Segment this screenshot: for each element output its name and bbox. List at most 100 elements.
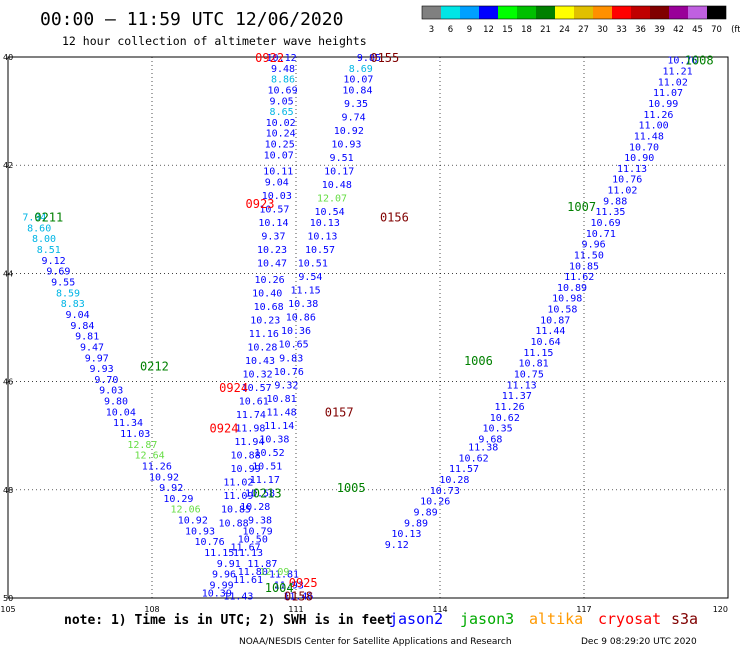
swh-point: 10.61 xyxy=(239,397,269,408)
swh-point: 12.07 xyxy=(317,194,347,205)
swh-point: 10.25 xyxy=(265,140,295,151)
swh-point: 11.44 xyxy=(535,326,565,337)
swh-point: 9.70 xyxy=(94,375,118,386)
swh-point: 10.51 xyxy=(298,259,328,270)
colorbar-label: 3 xyxy=(429,25,434,35)
pass-time-label: 0155 xyxy=(370,51,399,65)
pass-time-label: 0924 xyxy=(219,381,248,395)
swh-point: 9.47 xyxy=(80,342,104,353)
pass-time-label: 0158 xyxy=(284,589,313,603)
swh-point: 10.57 xyxy=(259,204,289,215)
swh-point: 11.98 xyxy=(235,424,265,435)
swh-point: 8.83 xyxy=(61,299,85,310)
swh-point: 10.76 xyxy=(612,175,642,186)
swh-point: 9.93 xyxy=(90,364,114,375)
x-tick-label: 120 xyxy=(713,605,728,614)
swh-point: 11.37 xyxy=(502,391,532,402)
swh-point: 11.38 xyxy=(468,443,498,454)
swh-point: 11.67 xyxy=(231,543,261,554)
swh-point: 11.16 xyxy=(249,329,279,340)
swh-point: 11.46 xyxy=(283,591,313,602)
x-tick-label: 105 xyxy=(0,605,15,614)
swh-point: 10.28 xyxy=(439,475,469,486)
pass-time-label: 0211 xyxy=(34,211,63,225)
swh-point: 9.91 xyxy=(217,559,241,570)
swh-point: 8.59 xyxy=(56,288,80,299)
swh-point: 9.12 xyxy=(385,540,409,551)
swh-point: 11.15 xyxy=(291,286,321,297)
pass-time-label: 0924 xyxy=(210,422,239,436)
swh-point: 11.87 xyxy=(247,559,277,570)
swh-point: 11.07 xyxy=(653,88,683,99)
colorbar-swatch xyxy=(536,6,555,19)
swh-point: 11.15 xyxy=(523,348,553,359)
colorbar-swatch xyxy=(574,6,593,19)
swh-point: 10.92 xyxy=(178,516,208,527)
swh-point: 10.58 xyxy=(245,489,275,500)
swh-point: 9.81 xyxy=(75,332,99,343)
colorbar-swatch xyxy=(650,6,669,19)
colorbar-swatch xyxy=(707,6,726,19)
pass-time-label: 0923 xyxy=(246,197,275,211)
swh-point: 9.12 xyxy=(42,256,66,267)
y-tick-label: 40 xyxy=(3,53,13,62)
swh-point: 11.13 xyxy=(507,380,537,391)
swh-point: 10.26 xyxy=(420,497,450,508)
swh-point: 11.13 xyxy=(233,548,263,559)
swh-point: 10.99 xyxy=(648,99,678,110)
grid xyxy=(8,57,728,598)
colorbar-label: 45 xyxy=(692,25,703,35)
swh-point: 10.13 xyxy=(310,218,340,229)
swh-point: 10.02 xyxy=(266,118,296,129)
swh-point: 11.13 xyxy=(617,164,647,175)
swh-point: 10.50 xyxy=(238,534,268,545)
swh-point: 11.26 xyxy=(495,402,525,413)
swh-point: 10.51 xyxy=(252,461,282,472)
swh-point: 11.00 xyxy=(639,121,669,132)
colorbar-label: 70 xyxy=(711,25,722,35)
swh-point: 10.71 xyxy=(586,229,616,240)
swh-point: 11.34 xyxy=(113,418,143,429)
swh-point: 10.07 xyxy=(264,150,294,161)
time-labels: 0922 0155 1008 0923 0156 1007 0211 0212 1006 0924… xyxy=(34,51,713,603)
swh-point: 11.61 xyxy=(233,575,263,586)
swh-point: 10.13 xyxy=(307,232,337,243)
pass-time-label: 1007 xyxy=(567,200,596,214)
swh-point: 10.68 xyxy=(254,302,284,313)
swh-point: 12.87 xyxy=(127,440,157,451)
swh-point: 8.69 xyxy=(349,64,373,75)
swh-point: 11.81 xyxy=(269,570,299,581)
swh-point: 11.26 xyxy=(142,461,172,472)
swh-point: 10.88 xyxy=(219,518,249,529)
swh-point: 11.48 xyxy=(267,407,297,418)
swh-point: 10.62 xyxy=(490,413,520,424)
swh-point: 9.74 xyxy=(342,113,366,124)
swh-point: 8.65 xyxy=(270,107,294,118)
swh-point: 11.93 xyxy=(274,580,304,591)
swh-point: 10.81 xyxy=(267,394,297,405)
swh-point: 9.97 xyxy=(85,353,109,364)
y-tick-label: 48 xyxy=(3,486,13,495)
footer-timestamp: Dec 9 08:29:20 UTC 2020 xyxy=(581,637,697,647)
x-tick-label: 108 xyxy=(144,605,159,614)
swh-point: 10.29 xyxy=(163,494,193,505)
colorbar-label: 24 xyxy=(559,25,570,35)
colorbar-label: 6 xyxy=(448,25,453,35)
swh-point: 9.04 xyxy=(265,177,289,188)
swh-point: 8.86 xyxy=(271,75,295,86)
swh-point: 10.85 xyxy=(221,505,251,516)
swh-point: 11.15 xyxy=(204,548,234,559)
swh-point: 10.26 xyxy=(255,275,285,286)
swh-point: 10.69 xyxy=(591,218,621,229)
colorbar-swatch xyxy=(555,6,574,19)
swh-point: 10.65 xyxy=(279,340,309,351)
swh-point: 10.36 xyxy=(281,326,311,337)
swh-point: 9.05 xyxy=(270,96,294,107)
colorbar-label: 30 xyxy=(597,25,608,35)
colorbar-swatch xyxy=(517,6,536,19)
swh-point: 10.07 xyxy=(343,75,373,86)
swh-point: 11.02 xyxy=(607,186,637,197)
swh-point: 9.55 xyxy=(51,278,75,289)
swh-point: 10.14 xyxy=(258,218,288,229)
swh-point: 11.62 xyxy=(564,272,594,283)
